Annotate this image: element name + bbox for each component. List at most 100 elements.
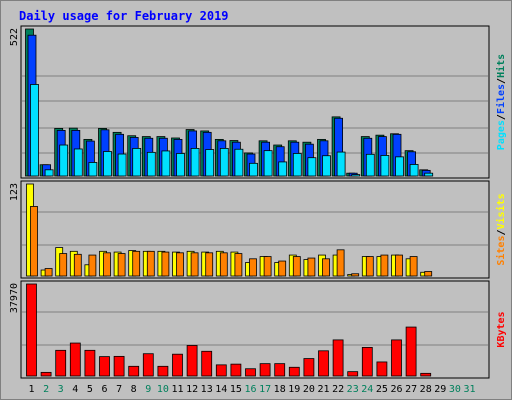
x-tick-day-15: 15 [230,384,242,395]
bar-pages-day-13 [205,149,215,177]
bar-sites-day-26 [395,254,403,277]
legend-kbytes: KBytes [496,311,507,347]
bar-kbytes-day-21 [318,350,329,377]
bar-pages-day-1 [30,84,39,177]
bar-kbytes-day-15 [230,363,242,377]
legend-separator: / [496,229,507,235]
x-tick-day-2: 2 [43,384,49,395]
bar-kbytes-day-1 [26,283,37,377]
bar-sites-day-13 [205,252,214,277]
bar-kbytes-day-28 [420,372,432,377]
bar-sites-day-27 [409,256,418,277]
bar-sites-day-3 [59,253,68,277]
bar-sites-day-21 [322,258,330,277]
bar-kbytes-day-27 [405,326,417,377]
bar-sites-day-17 [263,256,272,277]
bar-sites-day-15 [234,253,243,277]
bar-kbytes-day-3 [55,349,67,377]
legend-hits: Hits [495,54,507,78]
bar-kbytes-day-18 [274,363,286,377]
bar-pages-day-24 [365,153,375,177]
legend-panel-1: Sites/Visits [495,193,507,265]
x-tick-day-5: 5 [87,384,93,395]
x-tick-day-19: 19 [288,384,300,395]
legend-panel-2: KBytes [496,311,507,347]
bar-pages-day-2 [44,169,54,177]
legend-files: Files [495,84,507,114]
x-tick-day-14: 14 [215,384,227,395]
bar-sites-day-14 [219,252,228,277]
bar-pages-day-15 [234,148,244,177]
bar-sites-day-23 [351,273,360,277]
bar-sites-day-10 [161,251,170,277]
x-tick-day-13: 13 [201,384,213,395]
bar-kbytes-day-13 [201,350,213,377]
bar-sites-day-2 [44,268,53,277]
x-tick-day-3: 3 [58,384,64,395]
bar-kbytes-day-5 [84,349,96,377]
bar-kbytes-day-4 [69,342,81,377]
bar-sites-day-19 [292,256,301,277]
bar-pages-day-7 [117,153,127,177]
bar-kbytes-day-22 [332,339,344,377]
bar-kbytes-day-12 [186,345,198,377]
bar-pages-day-8 [132,148,142,177]
x-tick-day-27: 27 [405,384,417,395]
bar-pages-day-10 [161,150,171,177]
x-tick-day-4: 4 [72,384,78,395]
x-tick-day-26: 26 [390,384,402,395]
bar-kbytes-day-6 [99,356,110,377]
y-max-label-panel-0: 522 [9,28,20,46]
bar-pages-day-12 [190,148,200,177]
bar-sites-day-4 [73,253,82,277]
bar-pages-day-11 [176,153,185,177]
bar-kbytes-day-11 [172,353,183,377]
x-tick-day-22: 22 [332,384,344,395]
bar-pages-day-28 [424,172,434,177]
legend-visits: Visits [495,193,507,229]
bar-pages-day-23 [351,174,361,177]
bar-pages-day-6 [103,151,112,177]
legend-separator: / [496,78,507,84]
x-tick-day-23: 23 [347,384,359,395]
bar-kbytes-day-7 [113,355,125,377]
bar-pages-day-17 [263,150,273,177]
x-tick-day-8: 8 [131,384,137,395]
bar-sites-day-12 [190,252,199,277]
bar-pages-day-16 [249,162,258,177]
bar-sites-day-6 [103,252,111,277]
x-tick-day-11: 11 [171,384,183,395]
x-tick-day-24: 24 [361,384,373,395]
bar-pages-day-9 [146,151,156,177]
x-tick-day-29: 29 [434,384,446,395]
bar-sites-day-16 [249,258,257,277]
bar-pages-day-25 [380,155,390,177]
bar-pages-day-26 [395,156,404,177]
legend-sites: Sites [495,236,507,266]
bar-pages-day-19 [292,153,302,177]
bar-pages-day-14 [219,148,229,177]
bar-pages-day-3 [59,144,69,177]
x-tick-day-20: 20 [303,384,315,395]
bar-sites-day-1 [30,206,38,277]
bar-pages-day-5 [88,162,98,177]
bar-pages-day-18 [278,161,288,177]
bar-sites-day-20 [307,257,316,277]
bar-sites-day-7 [117,253,126,277]
bar-kbytes-day-8 [128,365,140,377]
bar-pages-day-4 [73,148,83,177]
x-tick-day-18: 18 [274,384,286,395]
x-tick-day-7: 7 [116,384,122,395]
x-tick-day-25: 25 [376,384,388,395]
y-max-label-panel-2: 37970 [9,283,20,313]
bar-sites-day-11 [176,252,184,277]
x-tick-day-21: 21 [317,384,329,395]
bar-sites-day-28 [424,271,433,277]
bar-kbytes-day-23 [347,371,359,377]
bar-kbytes-day-14 [215,364,227,377]
bar-kbytes-day-25 [376,361,388,377]
x-tick-day-17: 17 [259,384,271,395]
x-tick-day-12: 12 [186,384,198,395]
bar-sites-day-22 [336,249,345,277]
x-tick-day-9: 9 [145,384,151,395]
